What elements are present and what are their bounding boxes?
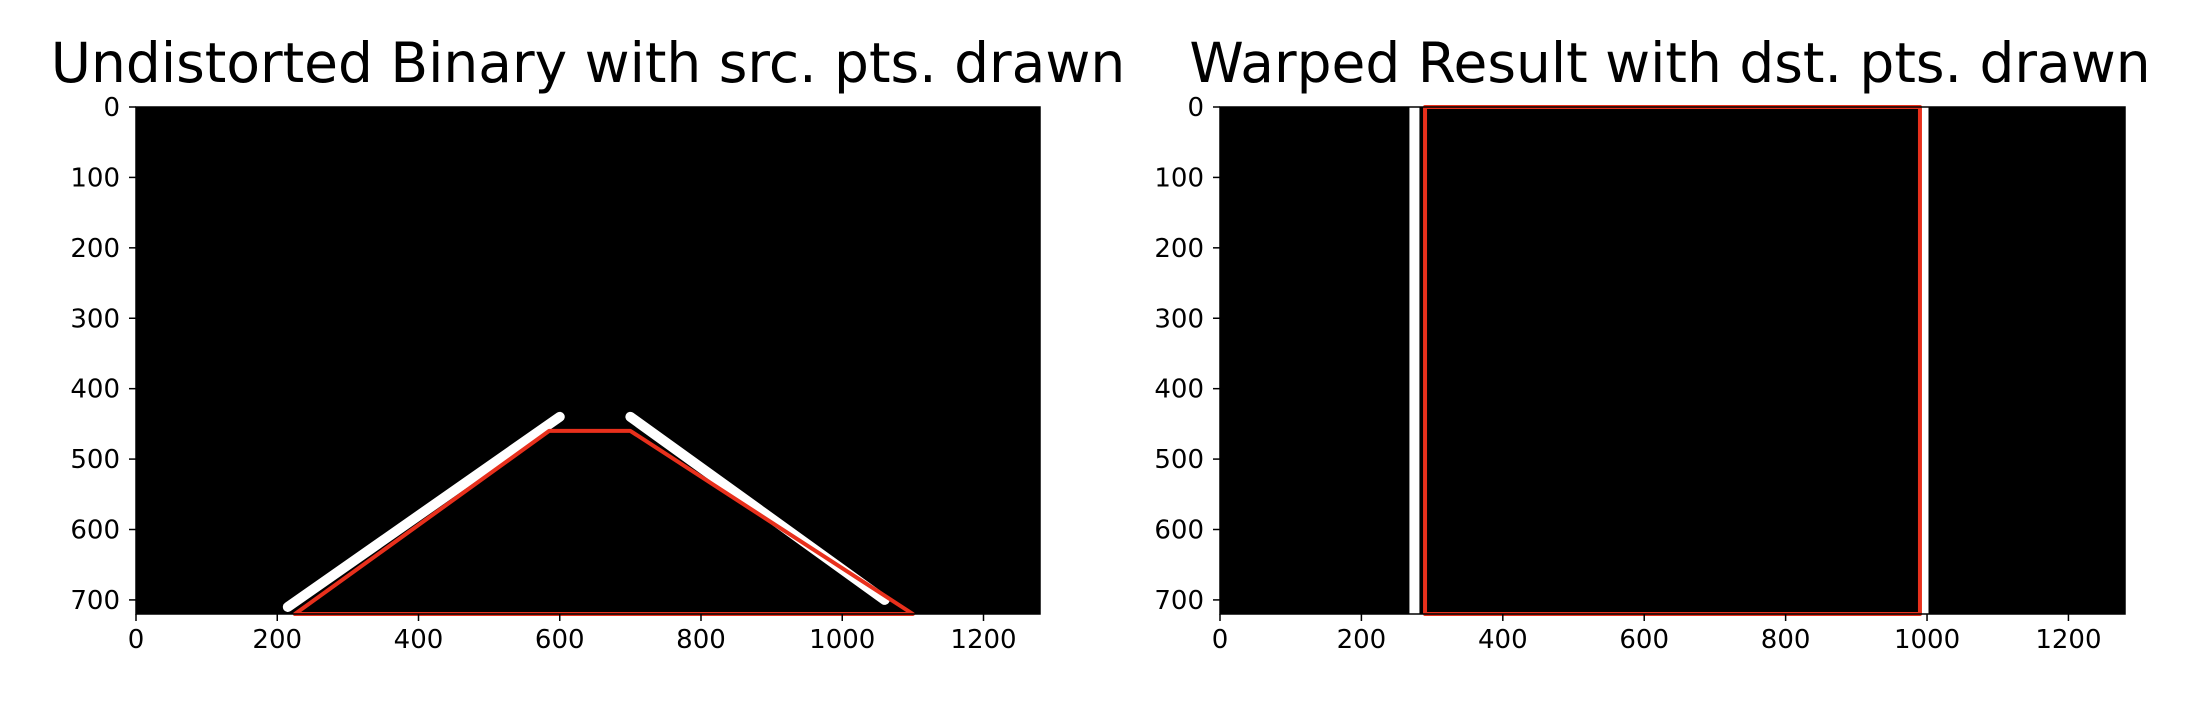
x-tick-label: 1200 <box>2035 625 2101 655</box>
y-tick-label: 400 <box>1154 375 1204 405</box>
right-panel-title: Warped Result with dst. pts. drawn <box>1189 31 2151 95</box>
y-tick-label: 200 <box>70 234 120 264</box>
x-tick-label: 0 <box>128 625 145 655</box>
x-tick-label: 600 <box>1619 625 1669 655</box>
y-tick-label: 100 <box>70 163 120 193</box>
y-tick-label: 600 <box>1154 516 1204 546</box>
y-tick-label: 200 <box>1154 234 1204 264</box>
left-panel-title: Undistorted Binary with src. pts. drawn <box>50 31 1126 95</box>
panel-0: 0 200 400 600 800 1000 1200 0 100 200 300 400 500 600… <box>70 93 1041 655</box>
image-area <box>1220 107 2125 614</box>
y-tick-label: 500 <box>1154 445 1204 475</box>
y-tick-label: 100 <box>1154 163 1204 193</box>
x-tick-label: 200 <box>1337 625 1387 655</box>
x-tick-label: 200 <box>252 625 302 655</box>
x-tick-label: 1000 <box>1894 625 1960 655</box>
x-tick-label: 800 <box>676 625 726 655</box>
x-tick-label: 0 <box>1212 625 1229 655</box>
y-tick-label: 0 <box>103 93 120 123</box>
axis-frame <box>135 106 1041 615</box>
lane-line-0 <box>282 411 565 612</box>
y-tick-label: 600 <box>70 516 120 546</box>
y-tick-label: 500 <box>70 445 120 475</box>
y-tick-label: 300 <box>1154 304 1204 334</box>
axis-frame <box>1219 106 2126 615</box>
x-tick-label: 1200 <box>950 625 1016 655</box>
x-tick-label: 800 <box>1761 625 1811 655</box>
y-tick-label: 300 <box>70 304 120 334</box>
image-area <box>136 107 1040 614</box>
y-tick-label: 700 <box>1154 586 1204 616</box>
x-tick-label: 400 <box>394 625 444 655</box>
y-tick-label: 400 <box>70 375 120 405</box>
x-tick-label: 600 <box>535 625 585 655</box>
y-tick-label: 700 <box>70 586 120 616</box>
x-tick-label: 400 <box>1478 625 1528 655</box>
x-tick-label: 1000 <box>809 625 875 655</box>
y-tick-label: 0 <box>1187 93 1204 123</box>
panel-1: 0 200 400 600 800 1000 1200 0 100 200 300 400 500 600… <box>1154 93 2126 655</box>
